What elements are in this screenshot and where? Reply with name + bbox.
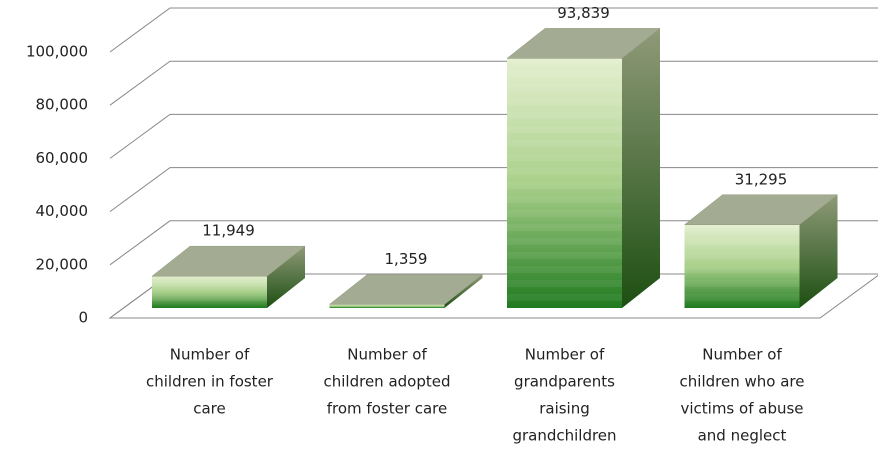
value-label: 93,839 bbox=[557, 4, 610, 22]
y-tick-label: 20,000 bbox=[36, 255, 89, 273]
grid-line bbox=[109, 60, 878, 106]
x-tick-label: Number of bbox=[702, 346, 782, 364]
x-tick-label: Number of bbox=[525, 346, 605, 364]
bar-stripes bbox=[507, 58, 622, 308]
x-tick-label: children in foster bbox=[146, 373, 274, 391]
bar-side bbox=[799, 194, 838, 308]
x-tick-label: grandparents bbox=[514, 373, 615, 391]
bar-stripes bbox=[684, 224, 800, 308]
y-tick-label: 80,000 bbox=[36, 96, 89, 114]
x-tick-label: victims of abuse bbox=[680, 400, 803, 418]
grid-line bbox=[109, 113, 878, 159]
x-tick-label: grandchildren bbox=[512, 427, 616, 445]
value-label: 11,949 bbox=[202, 222, 255, 240]
x-tick-label: and neglect bbox=[698, 427, 787, 445]
x-tick-label: children adopted bbox=[324, 373, 451, 391]
x-tick-label: children who are bbox=[680, 373, 805, 391]
bar-top bbox=[328, 274, 484, 305]
value-label: 31,295 bbox=[735, 170, 788, 188]
bar-side bbox=[444, 274, 483, 308]
bar-stripes bbox=[152, 276, 267, 308]
x-tick-label: from foster care bbox=[327, 400, 448, 418]
bar-side bbox=[267, 246, 305, 308]
grid-line bbox=[109, 7, 878, 53]
y-tick-label: 40,000 bbox=[36, 202, 89, 220]
bar-top bbox=[683, 194, 839, 226]
x-tick-label: raising bbox=[539, 400, 590, 418]
x-tick-label: care bbox=[193, 400, 226, 418]
y-tick-label: 60,000 bbox=[36, 149, 89, 167]
bar-side bbox=[622, 28, 660, 309]
y-tick-label: 0 bbox=[78, 309, 88, 327]
bar-stripes bbox=[329, 304, 445, 308]
bar-top bbox=[151, 245, 306, 277]
value-label: 1,359 bbox=[385, 250, 428, 268]
y-tick-label: 100,000 bbox=[26, 43, 88, 61]
x-tick-label: Number of bbox=[347, 346, 427, 364]
bar-top bbox=[506, 28, 661, 59]
x-tick-label: Number of bbox=[170, 346, 250, 364]
